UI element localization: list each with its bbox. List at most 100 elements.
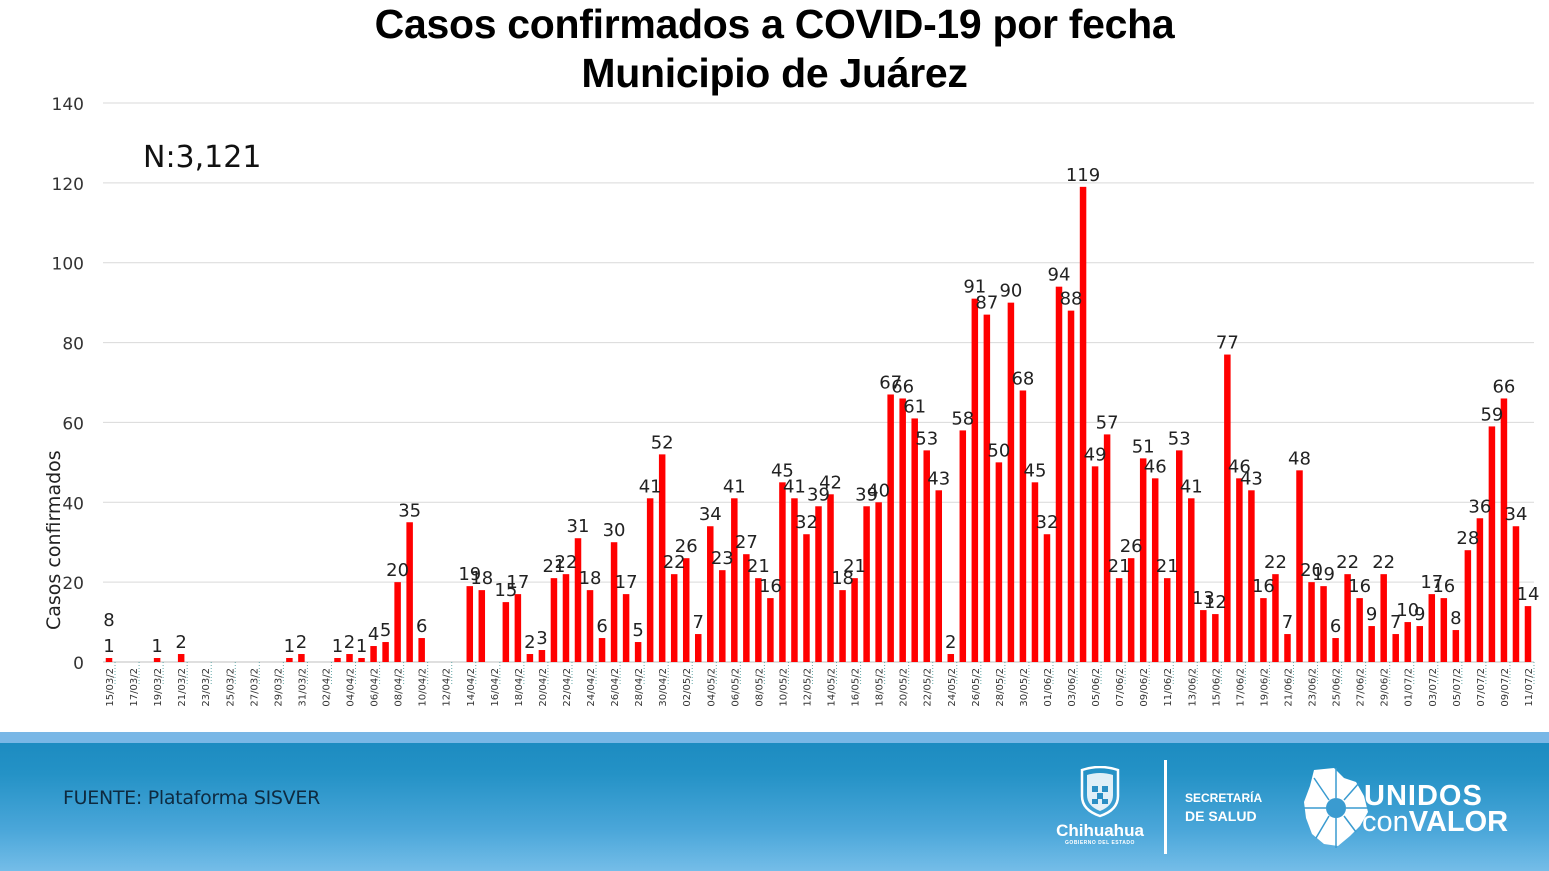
chihuahua-logo-subtext: GOBIERNO DEL ESTADO <box>1065 840 1135 846</box>
data-label: 17 <box>615 572 638 593</box>
data-label: 50 <box>987 440 1010 461</box>
data-label: 7 <box>1390 612 1401 633</box>
logo-divider <box>1164 760 1167 854</box>
data-label: 20 <box>1300 560 1323 581</box>
bar <box>743 554 750 662</box>
x-tick-label: 01/06/2 <box>1043 668 1054 707</box>
data-label: 22 <box>1372 552 1395 573</box>
bar <box>538 650 546 662</box>
x-tick-label: 19/06/2 <box>1259 668 1270 707</box>
bar <box>1115 578 1123 662</box>
bar <box>153 658 161 662</box>
x-tick-label: 12/05/2 <box>802 668 813 707</box>
bar <box>478 590 486 662</box>
data-label: 26 <box>1120 536 1143 557</box>
data-label: 52 <box>651 432 674 453</box>
bar <box>779 482 786 662</box>
data-label: 1 <box>332 636 343 657</box>
data-label: 45 <box>771 460 794 481</box>
x-tick-label: 08/05/2 <box>754 668 765 707</box>
bar <box>526 654 534 662</box>
x-tick-label: 04/04/2 <box>346 668 357 707</box>
chihuahua-logo: Chihuahua GOBIERNO DEL ESTADO <box>1054 766 1146 856</box>
data-label: 43 <box>1240 468 1263 489</box>
data-label: 18 <box>579 568 602 589</box>
x-tick-label: 22/05/2 <box>923 668 934 707</box>
x-tick-label: 09/06/2 <box>1139 668 1150 707</box>
bar <box>466 586 474 662</box>
data-label: 2 <box>344 632 355 653</box>
x-tick-label: 14/05/2 <box>827 668 838 707</box>
data-label: 23 <box>711 548 734 569</box>
bar <box>839 590 846 662</box>
bar <box>815 506 822 662</box>
bar <box>177 654 185 662</box>
data-label: 53 <box>1168 428 1191 449</box>
data-label: 9 <box>1414 604 1425 625</box>
bar <box>1428 594 1436 662</box>
data-label: 20 <box>386 560 409 581</box>
bar <box>694 634 702 662</box>
bar <box>1007 302 1015 662</box>
bar <box>1163 578 1171 662</box>
x-tick-label: 24/04/2 <box>586 668 597 707</box>
x-tick-label: 03/07/2 <box>1428 668 1439 707</box>
data-label: 48 <box>1288 448 1311 469</box>
x-tick-label: 05/07/2 <box>1452 668 1463 707</box>
bar <box>863 506 870 662</box>
bar <box>1416 626 1424 662</box>
x-tick-label: 06/05/2 <box>730 668 741 707</box>
bar <box>959 430 967 662</box>
data-label: 88 <box>1060 289 1083 310</box>
data-label: 58 <box>951 408 974 429</box>
bar <box>1212 614 1219 662</box>
data-label: 5 <box>380 620 391 641</box>
data-label: 22 <box>555 552 578 573</box>
data-label: 57 <box>1096 412 1119 433</box>
data-label: 1 <box>284 636 295 657</box>
bar <box>983 314 991 662</box>
chart-subtitle: Municipio de Juárez <box>581 50 968 96</box>
data-label: 1 <box>356 636 367 657</box>
data-label: 21 <box>1156 556 1179 577</box>
data-label: 9 <box>1366 604 1377 625</box>
data-label: 22 <box>1264 552 1287 573</box>
data-label: 34 <box>699 504 722 525</box>
bar <box>406 522 413 662</box>
y-tick-label: 60 <box>62 414 84 434</box>
data-label: 31 <box>567 516 590 537</box>
bar <box>1356 598 1363 662</box>
y-tick-label: 80 <box>62 335 84 355</box>
x-tick-label: 28/05/2 <box>995 668 1006 707</box>
bar <box>586 590 594 662</box>
footer-band <box>0 732 1549 871</box>
bar <box>1091 466 1099 662</box>
bar <box>1043 534 1051 662</box>
x-tick-label: 17/06/2 <box>1235 668 1246 707</box>
x-tick-label: 12/04/2 <box>442 668 453 707</box>
x-tick-label: 23/06/2 <box>1308 668 1319 707</box>
bar <box>1019 390 1027 662</box>
x-tick-label: 30/04/2 <box>658 668 669 707</box>
x-tick-label: 15/06/2 <box>1211 668 1222 707</box>
de-salud-text: DE SALUD <box>1185 808 1257 824</box>
data-label: 59 <box>1480 404 1503 425</box>
data-label: 14 <box>1517 584 1540 605</box>
x-tick-label: 05/06/2 <box>1091 668 1102 707</box>
data-label: 41 <box>783 476 806 497</box>
data-label: 7 <box>693 612 704 633</box>
bar <box>358 658 365 662</box>
data-label: 90 <box>999 281 1022 302</box>
bar <box>418 638 425 662</box>
y-tick-label: 140 <box>52 95 84 115</box>
gridlines <box>103 102 1534 663</box>
bar <box>1476 518 1484 662</box>
bar <box>502 602 510 662</box>
x-tick-label: 13/06/2 <box>1187 668 1198 707</box>
bar <box>1500 398 1508 662</box>
y-tick-label: 100 <box>52 255 84 275</box>
x-tick-label: 15/03/2 <box>105 668 116 707</box>
bar <box>1188 498 1195 662</box>
data-label: 42 <box>819 472 842 493</box>
data-label: 6 <box>416 616 427 637</box>
